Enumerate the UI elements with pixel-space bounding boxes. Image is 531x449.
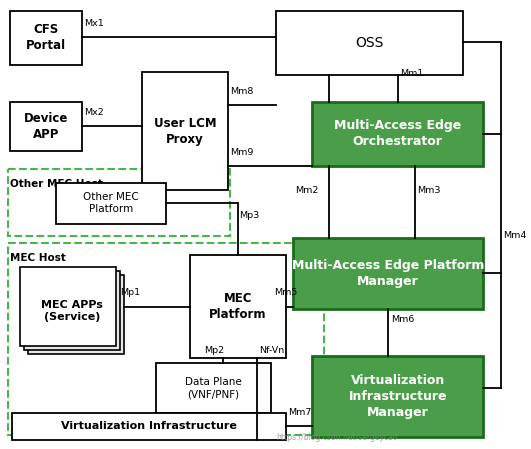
Bar — [7, 169, 230, 236]
Text: User LCM
Proxy: User LCM Proxy — [153, 117, 216, 145]
Bar — [7, 243, 324, 436]
Text: MEC
Platform: MEC Platform — [209, 292, 267, 321]
Text: Mm5: Mm5 — [274, 288, 297, 297]
Text: https://blog.csdn.net/sergeycao: https://blog.csdn.net/sergeycao — [276, 433, 398, 442]
Text: Nf-Vn: Nf-Vn — [259, 346, 284, 355]
Bar — [156, 363, 271, 413]
Bar — [20, 268, 116, 347]
Text: Other MEC
Platform: Other MEC Platform — [83, 192, 139, 215]
Bar — [24, 271, 119, 350]
Text: Mp3: Mp3 — [239, 211, 260, 220]
Text: Mx1: Mx1 — [84, 19, 104, 28]
Bar — [312, 101, 483, 166]
Text: MEC APPs
(Service): MEC APPs (Service) — [41, 300, 102, 322]
Bar — [276, 11, 463, 75]
Bar — [190, 255, 286, 358]
Text: Mp2: Mp2 — [204, 346, 224, 355]
Text: Virtualization Infrastructure: Virtualization Infrastructure — [61, 422, 237, 431]
Bar — [56, 183, 166, 224]
Text: Mx2: Mx2 — [84, 108, 104, 117]
Text: Mm9: Mm9 — [230, 148, 253, 157]
Bar — [293, 238, 483, 309]
Text: Mp1: Mp1 — [119, 288, 140, 297]
Text: MEC Host: MEC Host — [11, 253, 66, 263]
Text: Mm2: Mm2 — [295, 186, 319, 195]
Text: CFS
Portal: CFS Portal — [27, 23, 66, 53]
Text: Mm4: Mm4 — [503, 231, 527, 240]
Text: Mm8: Mm8 — [230, 87, 253, 96]
Bar — [142, 72, 228, 190]
Text: Mm3: Mm3 — [417, 186, 440, 195]
Bar — [28, 275, 124, 354]
Text: Virtualization
Infrastructure
Manager: Virtualization Infrastructure Manager — [348, 374, 447, 419]
Text: OSS: OSS — [355, 36, 384, 50]
Text: Mm6: Mm6 — [391, 315, 414, 324]
Text: Multi-Access Edge
Orchestrator: Multi-Access Edge Orchestrator — [334, 119, 461, 148]
Text: Mm7: Mm7 — [288, 408, 312, 417]
Bar — [11, 11, 82, 65]
Text: Data Plane
(VNF/PNF): Data Plane (VNF/PNF) — [185, 377, 242, 399]
Bar — [11, 101, 82, 151]
Text: Mm1: Mm1 — [400, 69, 424, 78]
Bar — [312, 357, 483, 437]
Text: Multi-Access Edge Platform
Manager: Multi-Access Edge Platform Manager — [292, 259, 484, 288]
Bar — [12, 413, 286, 440]
Text: Other MEC Host: Other MEC Host — [11, 179, 104, 189]
Text: Device
APP: Device APP — [24, 112, 68, 141]
